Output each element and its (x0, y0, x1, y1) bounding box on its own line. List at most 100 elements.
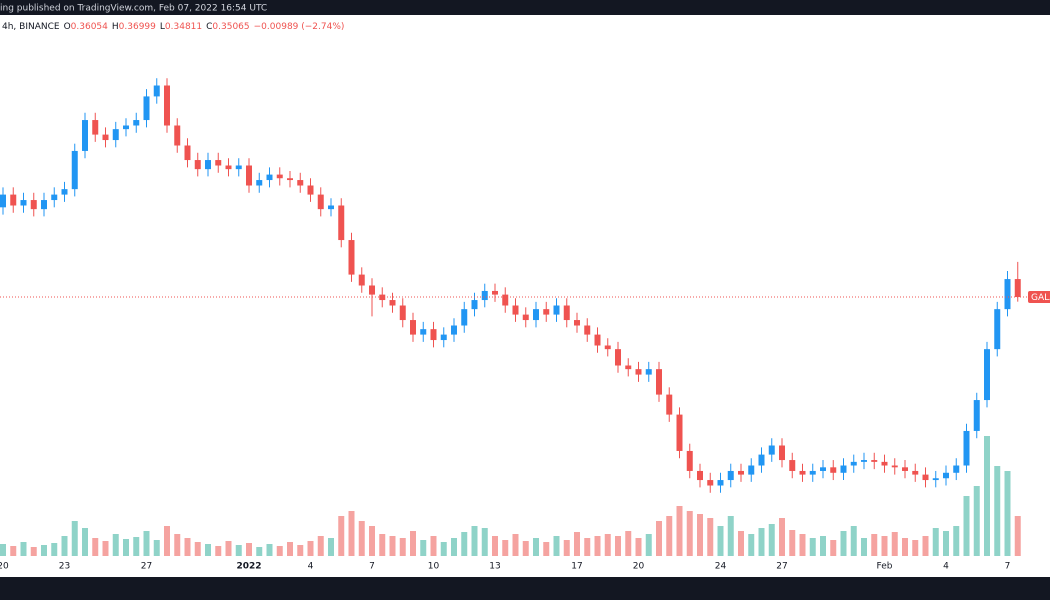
x-tick-label: 27 (776, 562, 787, 572)
volume-bar (707, 518, 714, 556)
x-tick-label: 27 (141, 562, 152, 572)
volume-bar (30, 547, 37, 556)
candle-body (656, 369, 662, 395)
candle-body (246, 165, 252, 186)
volume-bar (307, 541, 314, 556)
price-tag-label: GALA (1031, 293, 1050, 303)
candle-body (932, 478, 939, 481)
candle-body (553, 305, 560, 315)
candle-body (584, 325, 591, 335)
candle-body (287, 178, 293, 181)
candle-body (492, 290, 498, 295)
candle-body (645, 369, 652, 375)
volume-bar (0, 544, 6, 556)
volume-bar (625, 531, 632, 556)
candle-body (112, 129, 119, 141)
candle-body (522, 314, 529, 321)
candle-body (215, 160, 222, 166)
candle-body (871, 460, 878, 462)
volume-bar (922, 536, 929, 556)
x-tick-label: 23 (59, 562, 70, 572)
candle-body (502, 294, 509, 306)
candle-body (984, 349, 990, 401)
volume-bar (809, 538, 816, 556)
candle-body (830, 467, 837, 473)
volume-bar (451, 538, 457, 556)
volume-bar (164, 526, 170, 556)
candle-body (10, 194, 17, 206)
volume-bar (287, 542, 293, 556)
volume-bar (512, 534, 519, 556)
volume-bar (645, 534, 652, 556)
h-value: 0.36999 (119, 22, 156, 32)
candle-body (953, 465, 960, 473)
candle-body (82, 120, 88, 151)
volume-bar (563, 540, 570, 556)
volume-bar (656, 521, 662, 556)
candle-body (123, 125, 129, 130)
volume-bar (881, 536, 888, 556)
x-tick-label: 24 (715, 562, 727, 572)
candle-body (481, 290, 488, 301)
candle-body (205, 160, 211, 170)
volume-bar (71, 521, 78, 556)
volume-bar (92, 538, 99, 556)
volume-bar (727, 516, 734, 556)
candle-body (543, 309, 550, 315)
l-value: 0.34811 (165, 22, 202, 32)
candle-body (317, 194, 324, 210)
volume-bar (943, 531, 949, 556)
volume-bar (410, 531, 416, 556)
candle-body (369, 285, 375, 295)
x-tick-label: 20 (633, 562, 645, 572)
volume-bar (297, 545, 304, 556)
candle-body (594, 334, 601, 346)
candle-body (861, 460, 867, 462)
candle-body (707, 480, 714, 486)
volume-bar (10, 546, 17, 556)
volume-bar (984, 436, 990, 556)
candle-body (604, 345, 611, 350)
candle-body (451, 325, 457, 335)
candle-body (881, 461, 888, 466)
volume-bar (112, 534, 119, 556)
volume-bar (779, 518, 785, 556)
candle-body (61, 189, 68, 195)
volume-bar (153, 540, 160, 556)
candle-body (912, 470, 919, 475)
volume-bar (235, 545, 242, 556)
volume-bar (584, 538, 591, 556)
candle-body (30, 200, 37, 210)
volume-bar (215, 546, 222, 556)
x-tick-label: 7 (1005, 562, 1011, 572)
candle-body (727, 470, 734, 481)
x-tick-label: Feb (877, 562, 893, 572)
candle-body (748, 465, 755, 475)
candle-body (430, 329, 437, 341)
volume-bar (594, 536, 601, 556)
candle-body (276, 174, 283, 179)
volume-bar (738, 531, 744, 556)
candle-body (256, 180, 263, 186)
x-tick-label: 7 (369, 562, 375, 572)
x-tick-label: 10 (428, 562, 440, 572)
candle-body (799, 470, 806, 475)
volume-bar (51, 543, 58, 556)
candle-body (963, 430, 970, 466)
volume-bar (932, 528, 939, 556)
volume-bar (389, 536, 396, 556)
volume-bar (912, 540, 919, 556)
candle-body (563, 305, 570, 321)
x-tick-label: 2022 (236, 562, 261, 572)
candle-body (922, 474, 929, 481)
volume-bar (123, 539, 129, 556)
volume-bar (604, 534, 611, 556)
volume-bar (369, 526, 375, 556)
candle-body (143, 96, 150, 121)
candle-body (174, 125, 181, 146)
candle-body (625, 365, 632, 370)
x-tick-label: 20 (0, 562, 9, 572)
volume-bar (994, 466, 1001, 556)
volume-bar (133, 537, 140, 556)
interval: 4h, BINANCE (2, 22, 60, 32)
